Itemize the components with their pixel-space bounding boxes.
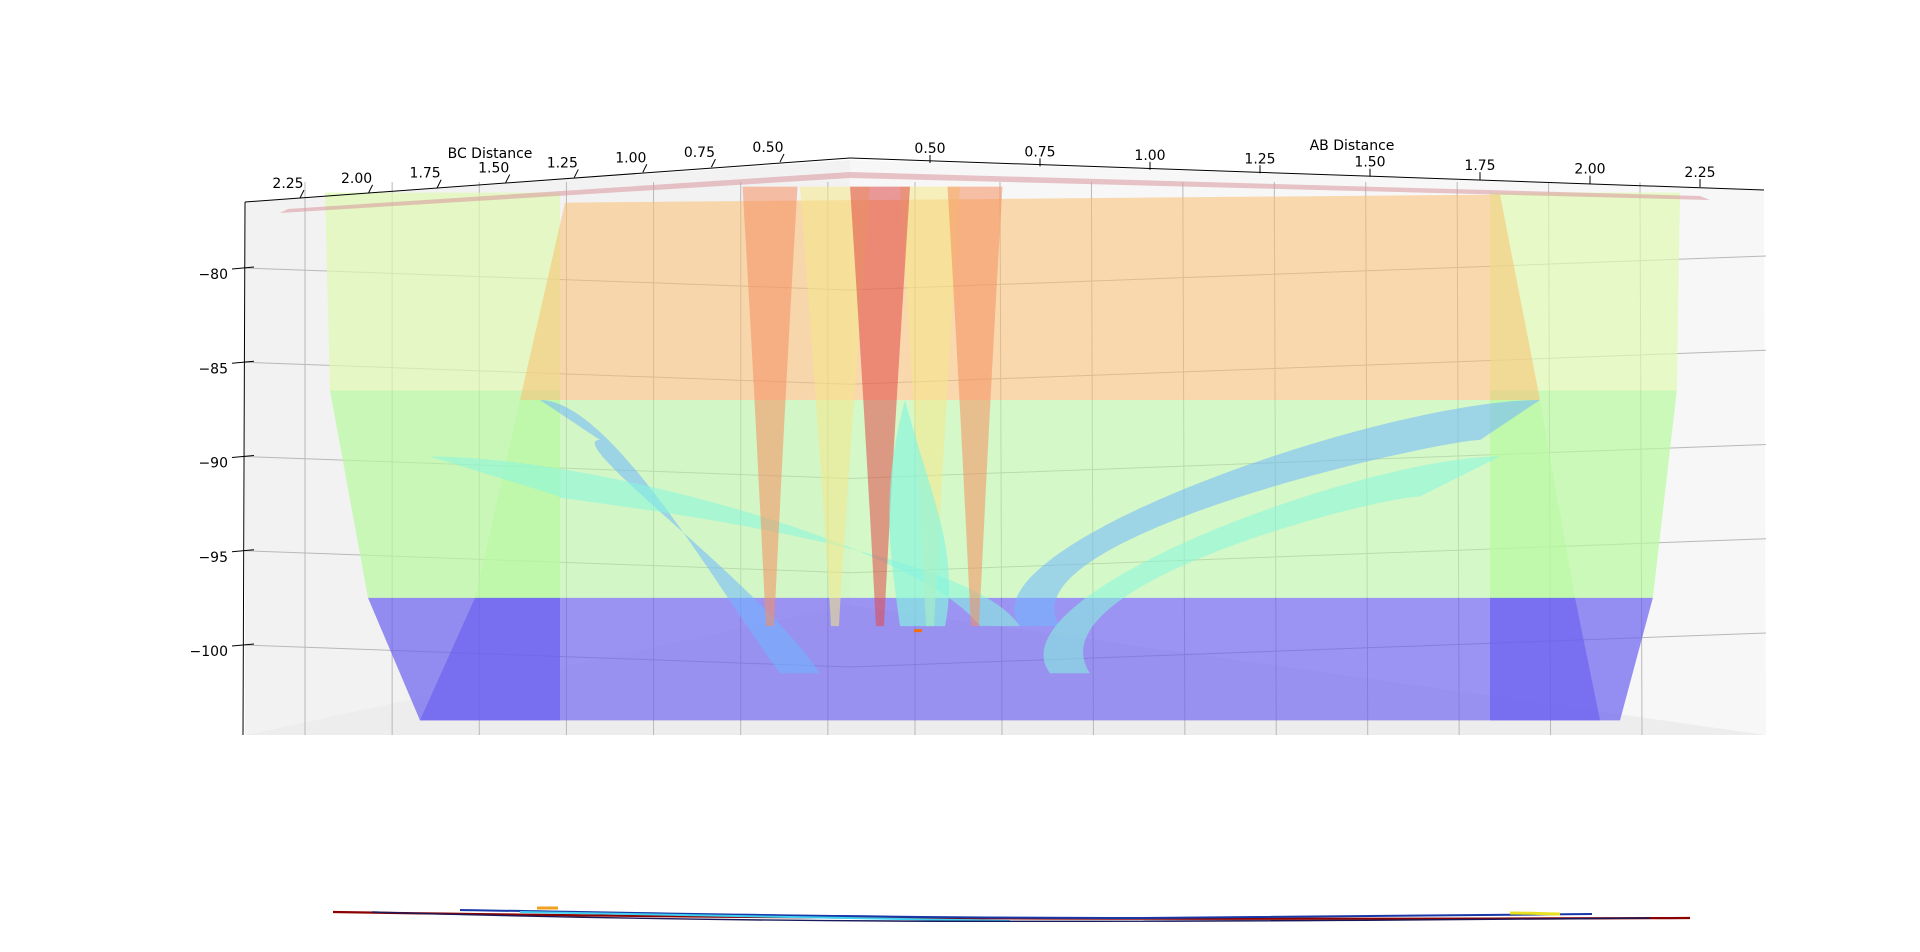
x-axis-line: [849, 157, 1765, 191]
ab-tick-label: 1.75: [1464, 158, 1495, 174]
bc-tick-mark: [779, 153, 785, 163]
valley-sheet-left: [540, 399, 820, 674]
left-wall-band: [325, 192, 560, 391]
top-rim: [280, 172, 1710, 213]
spike-sheet: [742, 186, 798, 627]
z-tick-mark: [231, 643, 255, 647]
projected-contour: [332, 906, 1691, 923]
z-tick-label: −95: [198, 550, 228, 566]
bc-tick-label: 0.50: [752, 140, 783, 156]
bc-tick-label: 2.00: [341, 171, 372, 187]
right-wall-band: [1490, 192, 1680, 391]
valley-sheet-right: [1014, 399, 1540, 627]
contour-outer: [332, 910, 1691, 920]
bc-tick-label: 1.50: [478, 161, 509, 177]
bc-tick-label: 2.25: [272, 176, 303, 192]
z-axis-line: [242, 201, 246, 736]
bc-tick-label: 1.75: [410, 166, 441, 182]
bc-tick-label: 0.75: [684, 145, 715, 161]
saddle-point-marker: [914, 629, 922, 633]
bc-tick-mark: [368, 184, 374, 194]
ab-tick-label: 0.75: [1024, 144, 1055, 160]
bc-axis-label: BC Distance: [448, 146, 533, 162]
ab-tick-label: 0.50: [914, 141, 945, 157]
plateau-band: [420, 597, 1600, 721]
spike-sheet: [947, 186, 1003, 627]
y-axis-line: [244, 157, 851, 203]
bc-tick-label: 1.25: [547, 155, 578, 171]
z-ticks: −80 −85 −90 −95 −100: [190, 266, 255, 660]
energy-surface: [280, 172, 1710, 721]
z-tick-label: −85: [198, 361, 228, 377]
ab-axis-label: AB Distance: [1310, 138, 1395, 154]
contour-cyan: [519, 911, 1011, 922]
z-tick-label: −100: [190, 644, 228, 660]
spike-sheet: [800, 186, 870, 627]
z-tick-mark: [231, 266, 255, 270]
valley-sheet-right: [1043, 456, 1500, 674]
bc-tick-mark: [436, 179, 442, 188]
contour-mid-blue: [459, 909, 1593, 920]
ab-ticks: 0.50 0.75 1.00 1.25 1.50 1.75 2.00 2.25: [914, 141, 1716, 187]
ab-tick-label: 1.50: [1354, 155, 1385, 171]
bc-tick-mark: [642, 164, 648, 173]
bc-tick-mark: [505, 174, 511, 183]
bc-ticks: 0.50 0.75 1.00 1.25 1.50 1.75 2.00 2.25: [272, 140, 785, 199]
ab-tick-label: 2.25: [1684, 165, 1715, 181]
contour-yellow: [1509, 911, 1561, 916]
z-tick-mark: [231, 360, 255, 364]
valley-sheet-left: [430, 456, 1020, 627]
plateau-band: [520, 194, 1540, 400]
bc-tick-mark: [710, 158, 716, 168]
ab-tick-label: 1.00: [1134, 148, 1165, 164]
z-tick-label: −80: [198, 267, 228, 283]
z-tick-label: −90: [198, 456, 228, 472]
contour-dark: [371, 911, 1651, 923]
spike-sheet: [900, 186, 960, 627]
axes: BC Distance AB Distance 0.50 0.75 1.00 1.25…: [190, 138, 1765, 736]
bc-tick-mark: [299, 189, 305, 199]
z-tick-mark: [231, 549, 255, 553]
ab-tick-label: 2.00: [1574, 162, 1605, 178]
z-tick-mark: [231, 455, 255, 458]
spike-sheet: [850, 186, 910, 627]
bc-tick-label: 1.00: [615, 150, 646, 166]
ab-tick-label: 1.25: [1244, 151, 1275, 167]
bc-tick-mark: [573, 169, 579, 178]
saddle-column: [889, 399, 950, 627]
